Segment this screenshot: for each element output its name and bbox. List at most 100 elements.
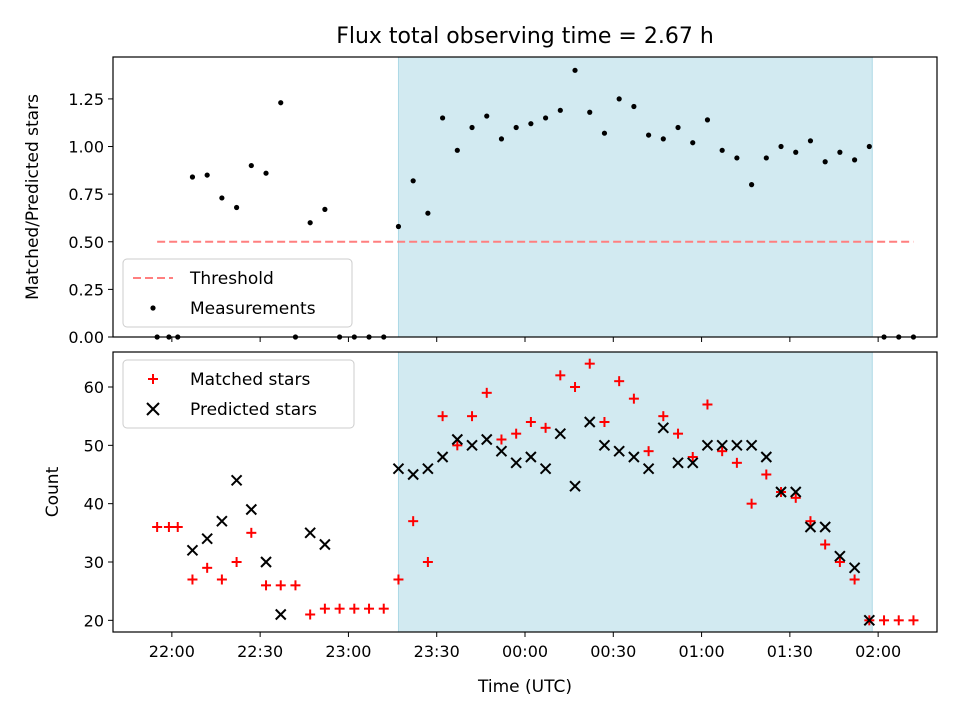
predicted-star-point: [598, 439, 611, 452]
predicted-star-point: [657, 422, 670, 434]
top-y-tick-label: 0.50: [68, 233, 104, 252]
predicted-star-stroke-b: [716, 439, 728, 452]
top-legend: Threshold Measurements: [122, 258, 353, 328]
matched-star-point: [275, 580, 286, 591]
predicted-star-stroke-b: [216, 515, 228, 527]
measurement-point: [557, 107, 563, 113]
top-panel: 0.00 0.25 0.50 0.75 1.00 1.25 Threshold Measure…: [68, 56, 938, 347]
predicted-star-point: [804, 521, 817, 533]
predicted-star-point: [422, 462, 434, 475]
predicted-star-stroke-b: [525, 451, 537, 463]
bottom-y-tick-label: 50: [84, 436, 104, 455]
bottom-observing-window: [397, 351, 873, 633]
predicted-star-stroke-b: [745, 439, 758, 452]
matched-star-point: [849, 574, 860, 585]
predicted-star-stroke-b: [495, 445, 508, 457]
predicted-star-point: [672, 457, 684, 469]
x-tick-label: 02:00: [855, 642, 901, 661]
matched-star-point: [658, 411, 669, 422]
predicted-star-stroke-b: [819, 521, 831, 533]
x-tick-label: 22:30: [237, 642, 283, 661]
legend-predicted-handle: [146, 402, 160, 416]
top-y-tick-label: 0.25: [68, 280, 104, 299]
predicted-star-stroke-b: [628, 451, 640, 463]
bottom-series: [152, 358, 919, 626]
bottom-panel: 20 30 40 50 60 22:00 22:30 23:00 23:30 00:00 00:30…: [84, 351, 938, 661]
predicted-star-stroke-b: [392, 462, 405, 475]
measurement-point: [587, 109, 593, 115]
measurement-point: [734, 155, 740, 161]
matched-star-point: [717, 446, 728, 457]
measurement-point: [704, 117, 711, 123]
matched-star-point: [378, 603, 389, 614]
predicted-star-point: [834, 550, 846, 562]
matched-star-point: [305, 609, 316, 620]
bottom-series: [186, 416, 876, 627]
measurement-point: [616, 96, 622, 102]
measurement-point: [543, 115, 549, 121]
predicted-star-point: [642, 462, 655, 475]
predicted-star-stroke-b: [422, 462, 434, 475]
measurement-point: [837, 149, 843, 155]
predicted-star-stroke-b: [804, 521, 817, 533]
top-y-axis-label: Matched/Predicted stars: [23, 94, 43, 300]
chart-title: Flux total observing time = 2.67 h: [336, 24, 714, 49]
predicted-star-stroke-b: [834, 550, 846, 562]
measurement-point: [690, 140, 696, 146]
matched-star-point: [805, 516, 816, 527]
bottom-y-tick-label: 40: [84, 495, 104, 514]
matched-star-point: [349, 603, 360, 614]
x-axis-label: Time (UTC): [477, 677, 572, 697]
measurement-point: [719, 147, 725, 153]
x-tick-label: 01:00: [679, 642, 725, 661]
bottom-y-tick-label: 30: [84, 553, 104, 572]
measurement-point: [219, 195, 225, 201]
legend-matched-handle: [148, 374, 158, 384]
legend-measurement-handle: [150, 305, 156, 311]
predicted-star-point: [230, 474, 243, 487]
measurement-point: [469, 124, 475, 131]
predicted-star-point: [745, 439, 758, 452]
predicted-star-stroke-b: [760, 451, 773, 463]
measurement-point: [234, 204, 240, 211]
predicted-star-stroke-b: [436, 451, 449, 463]
predicted-star-point: [731, 439, 743, 452]
predicted-star-stroke-b: [672, 457, 684, 469]
x-tick-label: 23:30: [414, 642, 460, 661]
matched-star-point: [364, 603, 375, 614]
measurement-point: [866, 143, 872, 150]
predicted-star-stroke-b: [260, 556, 272, 568]
predicted-star-point: [760, 451, 773, 463]
predicted-star-point: [539, 462, 552, 475]
matched-star-point: [152, 522, 163, 532]
measurement-point: [807, 138, 814, 144]
matched-star-point: [820, 539, 831, 550]
predicted-star-stroke-b: [510, 457, 522, 469]
matched-star-point: [893, 615, 904, 626]
legend-label: Measurements: [190, 299, 316, 319]
predicted-star-point: [495, 445, 508, 457]
predicted-star-stroke-b: [598, 439, 611, 452]
matched-star-point: [555, 370, 566, 381]
predicted-star-point: [701, 439, 714, 452]
measurement-point: [440, 115, 446, 121]
predicted-star-stroke-b: [245, 503, 258, 516]
legend-label: Threshold: [189, 269, 274, 289]
measurement-point: [572, 67, 578, 73]
predicted-star-stroke-b: [701, 439, 714, 452]
matched-star-point: [393, 574, 404, 585]
measurement-point: [749, 182, 755, 188]
top-legend-box: [122, 258, 353, 328]
top-observing-window: [397, 56, 873, 338]
predicted-star-stroke-b: [201, 532, 213, 545]
x-tick-label: 00:00: [502, 642, 548, 661]
matched-star-point: [628, 393, 639, 404]
matched-star-point: [452, 440, 463, 451]
matched-star-point: [437, 411, 448, 422]
matched-star-point: [879, 615, 890, 626]
measurement-point: [646, 132, 652, 138]
measurement-point: [778, 143, 784, 150]
matched-star-point: [673, 428, 684, 439]
predicted-star-point: [848, 562, 861, 574]
